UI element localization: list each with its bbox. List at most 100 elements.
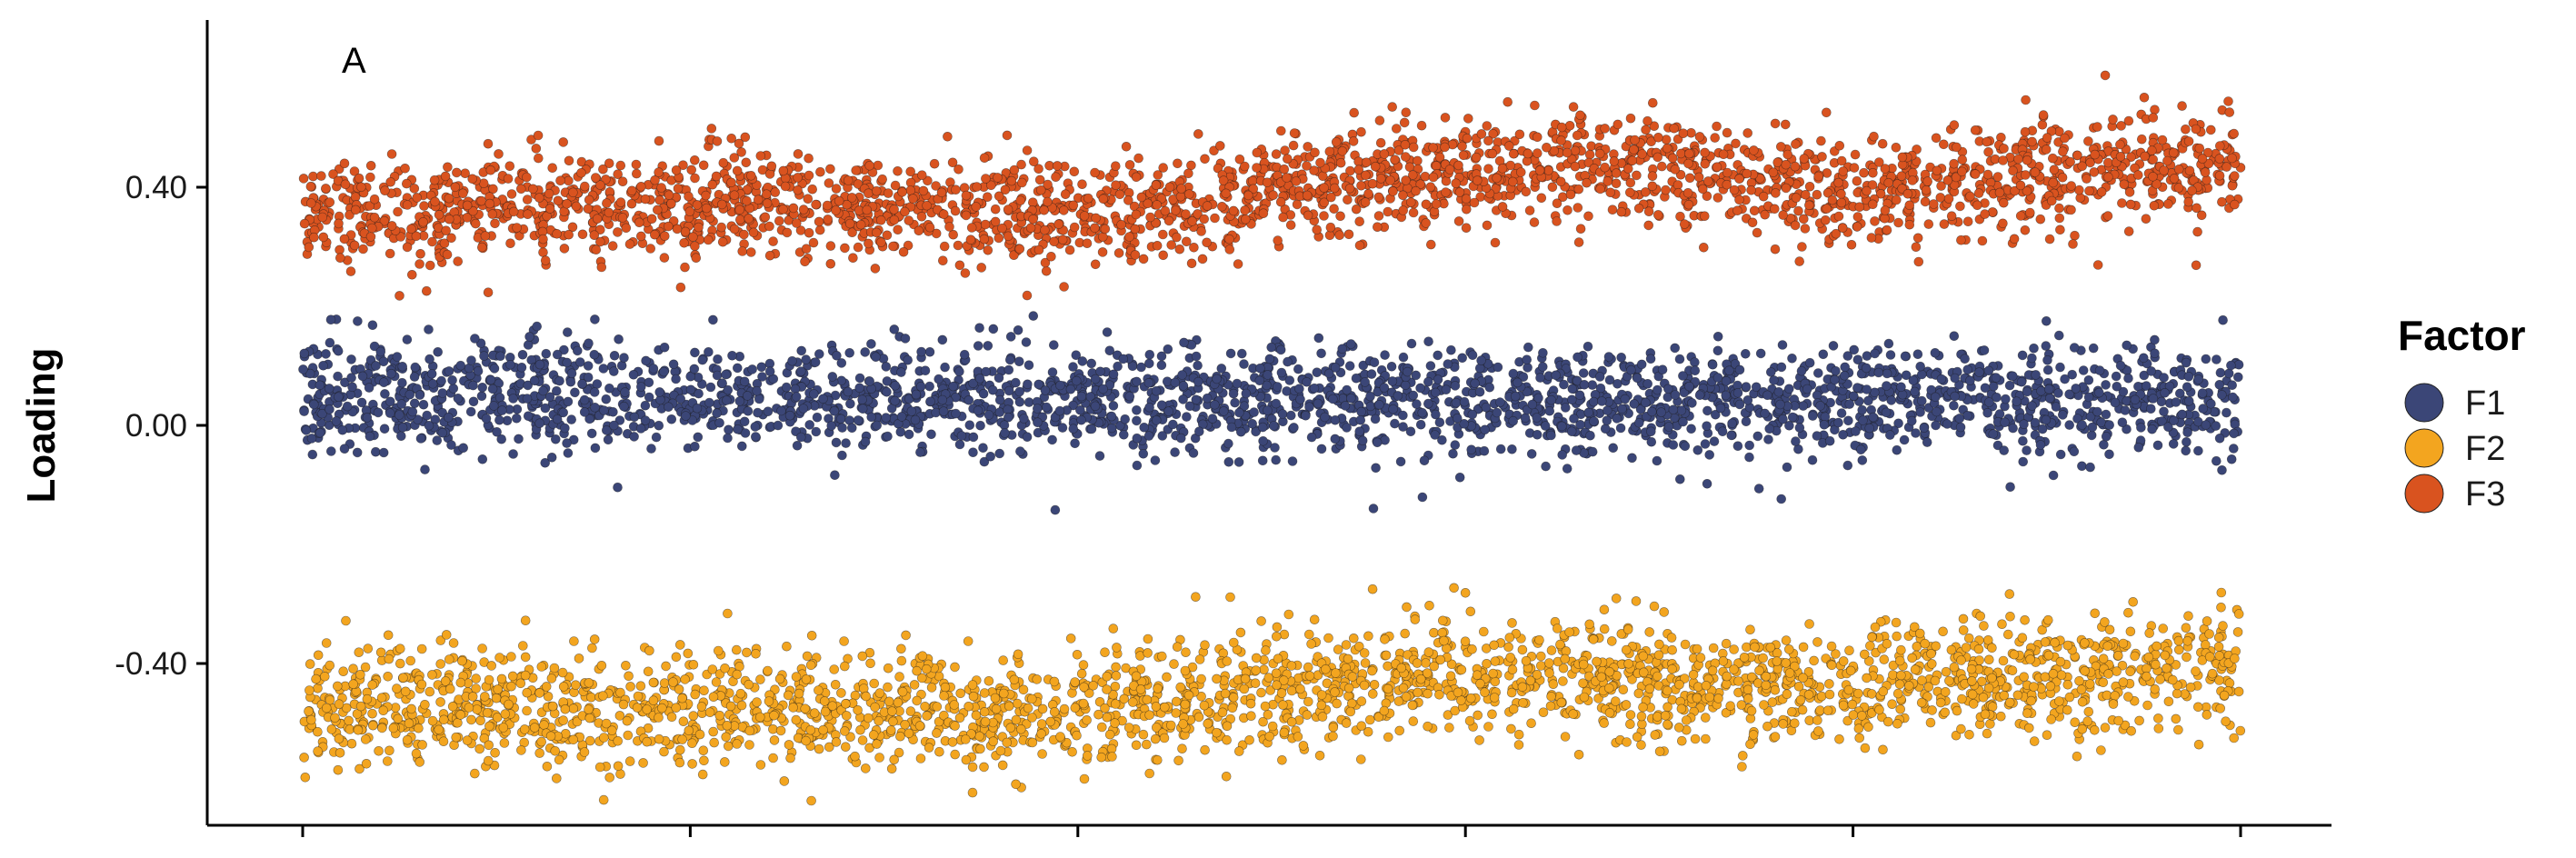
data-point: [333, 345, 344, 356]
data-point: [2012, 690, 2023, 701]
data-point: [1732, 387, 1743, 398]
data-point: [2159, 406, 2169, 417]
data-point: [853, 704, 863, 715]
data-point: [1678, 371, 1688, 381]
data-point: [1520, 413, 1531, 424]
data-point: [1551, 370, 1561, 381]
data-point: [1644, 683, 1655, 694]
data-point: [479, 692, 490, 702]
data-point: [1982, 728, 1992, 739]
data-point: [1680, 639, 1691, 650]
data-point: [1618, 684, 1629, 695]
data-point: [1616, 352, 1626, 363]
data-point: [1707, 359, 1718, 370]
data-point: [1573, 352, 1583, 363]
data-point: [869, 678, 880, 689]
data-point: [926, 683, 937, 693]
data-point: [1546, 394, 1556, 405]
data-point: [915, 447, 925, 457]
data-point: [1870, 622, 1881, 633]
data-point: [1222, 656, 1233, 666]
data-point: [2004, 380, 2015, 391]
data-point: [1272, 622, 1283, 633]
data-point: [1229, 637, 1239, 648]
data-point: [2096, 417, 2106, 428]
data-point: [1181, 647, 1191, 658]
data-point: [855, 724, 865, 735]
data-point: [881, 362, 892, 372]
data-point: [1323, 633, 1333, 644]
data-point: [1132, 460, 1143, 471]
data-point: [1930, 347, 1941, 358]
data-point: [1979, 621, 1989, 631]
data-point: [1075, 404, 1085, 415]
data-point: [2050, 637, 2060, 648]
data-point: [974, 374, 985, 384]
data-point: [353, 316, 363, 326]
data-point: [1036, 728, 1046, 739]
data-point: [1634, 417, 1644, 428]
data-point: [895, 731, 905, 742]
data-point: [1503, 642, 1513, 653]
data-point: [437, 388, 448, 398]
data-point: [414, 757, 425, 767]
data-point: [2104, 624, 2115, 635]
data-point: [437, 427, 448, 438]
data-point: [1660, 710, 1671, 721]
data-point: [1057, 423, 1068, 433]
data-point: [940, 682, 951, 693]
data-point: [1402, 602, 1412, 613]
data-point: [964, 394, 974, 405]
data-point: [517, 349, 528, 360]
data-point: [1068, 424, 1079, 434]
data-point: [1856, 444, 1866, 455]
data-point: [1383, 661, 1393, 672]
data-point: [1203, 718, 1213, 729]
data-point: [1405, 426, 1416, 437]
data-point: [1072, 649, 1083, 660]
data-point: [1908, 375, 1919, 385]
data-point: [1153, 754, 1163, 765]
data-point: [2064, 692, 2075, 703]
data-point: [393, 713, 404, 724]
data-point: [1920, 638, 1930, 649]
data-point: [383, 630, 394, 641]
data-point: [1915, 407, 1925, 417]
data-point: [2001, 394, 2011, 404]
data-point: [1490, 676, 1501, 687]
data-point: [698, 745, 709, 756]
data-point: [1912, 641, 1922, 652]
data-point: [313, 650, 324, 661]
data-point: [1882, 368, 1892, 379]
data-point: [1419, 455, 1430, 466]
data-point: [2146, 404, 2156, 414]
data-point: [1142, 694, 1153, 705]
data-point: [894, 672, 904, 682]
data-point: [973, 341, 983, 351]
data-point: [1883, 338, 1894, 349]
data-point: [587, 643, 597, 653]
data-point: [1690, 357, 1700, 367]
data-point: [304, 706, 314, 716]
data-point: [999, 688, 1009, 699]
data-point: [1544, 658, 1554, 668]
data-point: [1633, 688, 1644, 699]
data-point: [558, 407, 569, 418]
data-point: [1003, 385, 1014, 396]
data-point: [424, 420, 434, 431]
data-point: [325, 314, 336, 325]
data-point: [920, 701, 930, 712]
data-point: [651, 432, 662, 443]
data-point: [2215, 367, 2226, 378]
data-point: [1979, 345, 1990, 355]
data-point: [839, 636, 849, 646]
data-point: [839, 661, 850, 672]
data-point: [1178, 381, 1189, 391]
data-point: [809, 389, 819, 399]
data-point: [583, 361, 594, 371]
data-point: [1770, 684, 1781, 695]
data-point: [1526, 449, 1537, 459]
data-point: [427, 715, 438, 726]
data-point: [1659, 607, 1669, 617]
data-point: [2182, 635, 2192, 646]
